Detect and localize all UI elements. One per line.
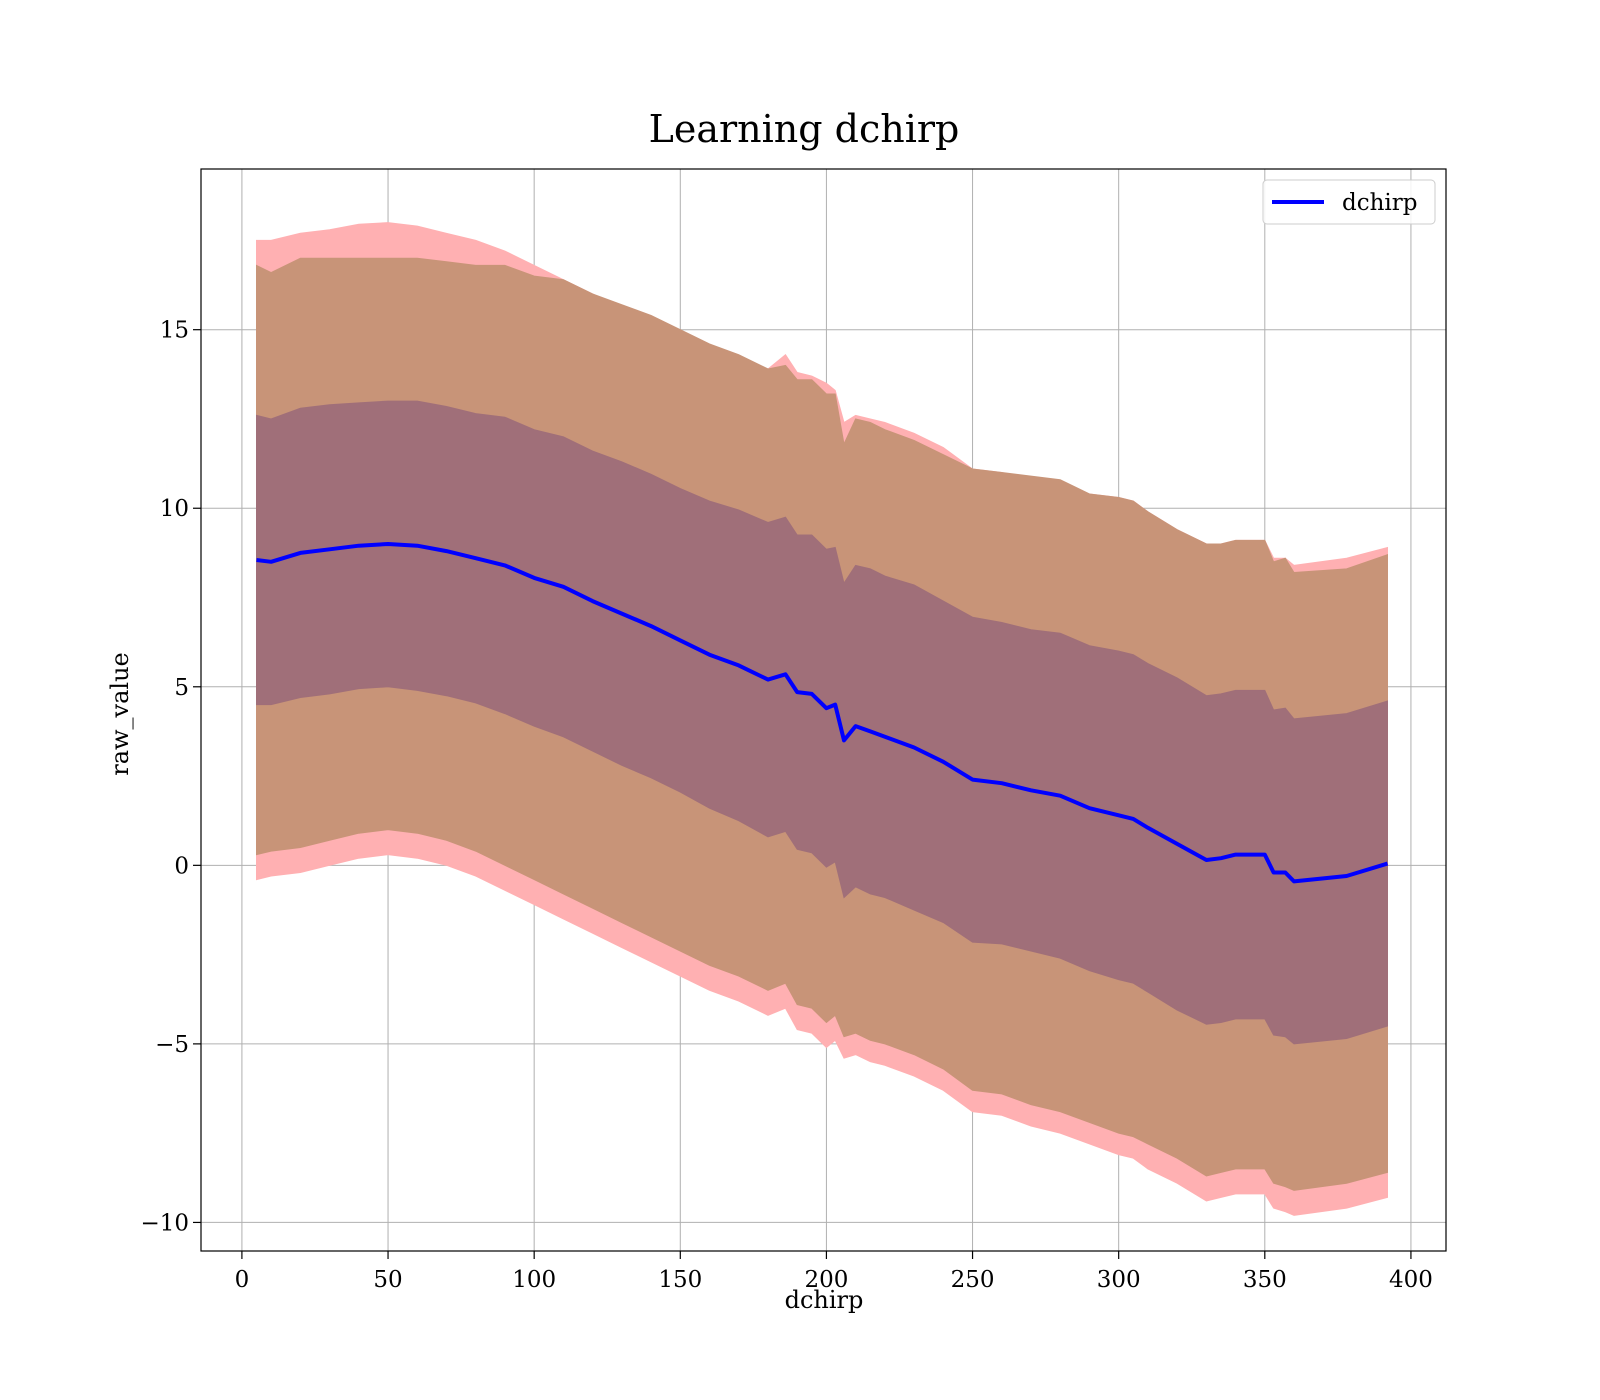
y-tick-label: 5 <box>174 675 189 701</box>
y-axis-label: raw_value <box>106 652 134 776</box>
x-axis-ticks: 0 50 100 150 200 250 300 350 400 <box>235 1251 1433 1293</box>
chart-title: Learning dchirp <box>649 107 960 151</box>
y-axis-ticks: −10 −5 0 5 10 15 <box>140 318 201 1236</box>
y-tick-label: 0 <box>174 853 189 879</box>
x-tick-label: 200 <box>804 1267 848 1293</box>
x-tick-label: 100 <box>512 1267 556 1293</box>
legend-entry-dchirp: dchirp <box>1342 190 1418 216</box>
x-tick-label: 400 <box>1389 1267 1433 1293</box>
legend-box <box>1262 179 1436 225</box>
x-tick-label: 50 <box>373 1267 402 1293</box>
x-tick-label: 350 <box>1243 1267 1287 1293</box>
x-tick-label: 300 <box>1097 1267 1141 1293</box>
legend: dchirp <box>1262 179 1436 225</box>
plot-frame <box>200 168 1447 1252</box>
x-tick-label: 250 <box>951 1267 995 1293</box>
y-tick-label: −5 <box>155 1032 189 1058</box>
x-tick-label: 150 <box>658 1267 702 1293</box>
y-tick-label: 15 <box>160 318 189 344</box>
y-tick-label: 10 <box>160 496 189 522</box>
series-line-dchirp <box>256 542 1389 884</box>
confidence-bands <box>256 222 1388 1216</box>
x-axis-label: dchirp <box>785 1286 864 1314</box>
band-inner <box>256 400 1388 1045</box>
series-dchirp <box>256 542 1389 884</box>
x-tick-label: 0 <box>235 1267 250 1293</box>
y-tick-label: −10 <box>140 1210 189 1236</box>
